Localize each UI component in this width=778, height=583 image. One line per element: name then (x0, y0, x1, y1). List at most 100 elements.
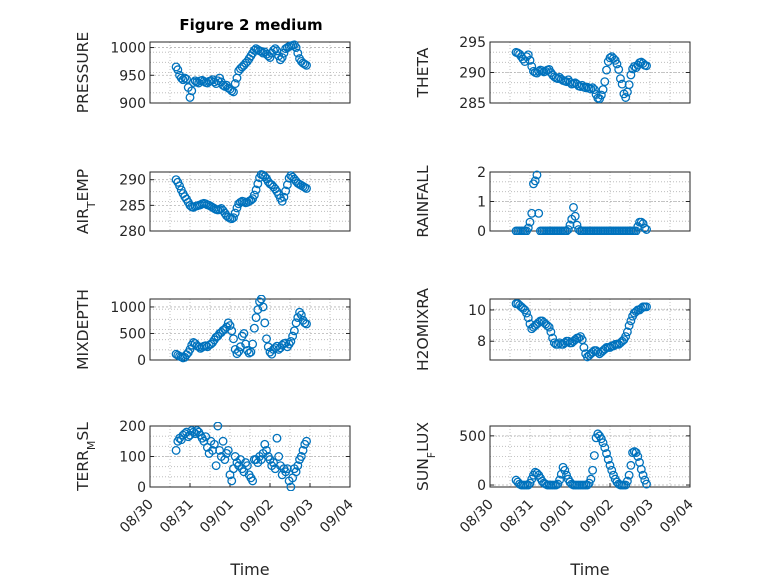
y-axis-label: SUNFLUX (414, 422, 438, 491)
y-tick-label: 290 (119, 173, 146, 189)
data-point (603, 455, 613, 464)
data-point (209, 439, 219, 449)
data-point (598, 438, 608, 448)
y-axis-label: H2OMIXRA (414, 288, 432, 371)
data-point (234, 347, 244, 356)
y-axis-label: AIRTEMP (74, 169, 98, 234)
series-markers (171, 170, 311, 224)
x-tick-label: 08/31 (157, 497, 197, 537)
data-point (281, 186, 291, 196)
data-point (229, 87, 238, 97)
data-point (218, 80, 228, 90)
data-point (302, 319, 311, 329)
subplot-7: 0 100 200 08/30 08/31 09/01 09/02 09/03 09/04 Tim… (74, 419, 357, 579)
data-point (258, 302, 268, 312)
data-point (640, 223, 650, 233)
data-point (185, 344, 195, 354)
data-point (180, 73, 190, 83)
data-point (291, 43, 301, 52)
data-point (223, 445, 233, 455)
y-tick-label: 2 (477, 165, 486, 181)
data-point (229, 213, 238, 223)
data-point (532, 170, 542, 180)
y-tick-label: 285 (459, 96, 486, 112)
data-point (626, 460, 636, 470)
data-point (262, 445, 271, 455)
data-point (248, 339, 258, 349)
data-point (586, 84, 596, 94)
data-point (251, 313, 261, 323)
data-point (291, 467, 301, 477)
data-point (288, 331, 298, 341)
data-point (213, 422, 223, 431)
data-point (178, 75, 188, 85)
data-point (302, 183, 311, 193)
y-tick-label: 950 (119, 68, 146, 84)
y-tick-label: 280 (119, 224, 146, 240)
data-point (525, 55, 535, 65)
data-point (631, 226, 641, 235)
data-point (579, 343, 589, 352)
data-point (239, 329, 249, 338)
data-point (275, 55, 285, 65)
data-point (230, 208, 240, 218)
series-markers (511, 170, 651, 235)
data-point (602, 449, 611, 458)
data-point (171, 445, 181, 455)
axes-box (149, 171, 351, 232)
data-point (251, 185, 261, 195)
data-point (298, 445, 308, 455)
data-point (272, 433, 282, 443)
data-point (211, 461, 221, 471)
data-point (296, 310, 306, 320)
data-point (300, 318, 310, 328)
data-point (586, 474, 596, 484)
x-tick-label: 08/30 (117, 497, 157, 537)
y-tick-label: 285 (119, 198, 146, 214)
data-point (605, 460, 615, 470)
data-point (270, 44, 280, 54)
data-point (621, 332, 631, 341)
data-point (277, 196, 287, 206)
data-point (560, 465, 570, 475)
data-point (642, 61, 651, 71)
data-point (598, 85, 608, 95)
series-markers (511, 429, 651, 490)
data-point (232, 349, 242, 359)
series-markers (171, 295, 311, 363)
data-point (274, 452, 284, 461)
subplot-4: 0 1 2 RAINFALL (414, 165, 691, 240)
data-point (230, 79, 240, 89)
data-point (300, 59, 310, 69)
data-point (242, 461, 252, 471)
data-point (187, 86, 197, 96)
data-point (293, 48, 303, 58)
data-point (600, 77, 610, 87)
data-point (300, 182, 310, 192)
subplot-1: 900 950 1000 PRESSURE (74, 32, 351, 113)
data-point (227, 86, 237, 96)
data-point (530, 176, 540, 186)
x-axis-label: Time (569, 560, 609, 579)
data-point (227, 326, 237, 336)
data-point (622, 327, 632, 337)
x-tick-label: 09/03 (617, 497, 657, 537)
data-point (523, 313, 533, 323)
y-tick-label: 0 (137, 480, 146, 496)
data-point (534, 208, 544, 218)
data-point (614, 64, 624, 74)
data-point (589, 85, 599, 95)
data-point (225, 321, 235, 330)
data-point (626, 70, 636, 80)
data-point (588, 465, 598, 475)
y-tick-label: 900 (119, 96, 146, 112)
axes-box (149, 425, 351, 488)
data-point (182, 74, 191, 84)
data-point (546, 327, 556, 337)
y-axis-label: RAINFALL (414, 165, 432, 238)
x-axis-label: Time (229, 560, 269, 579)
data-point (201, 432, 211, 442)
data-point (218, 436, 228, 446)
y-tick-label: 100 (119, 450, 146, 466)
